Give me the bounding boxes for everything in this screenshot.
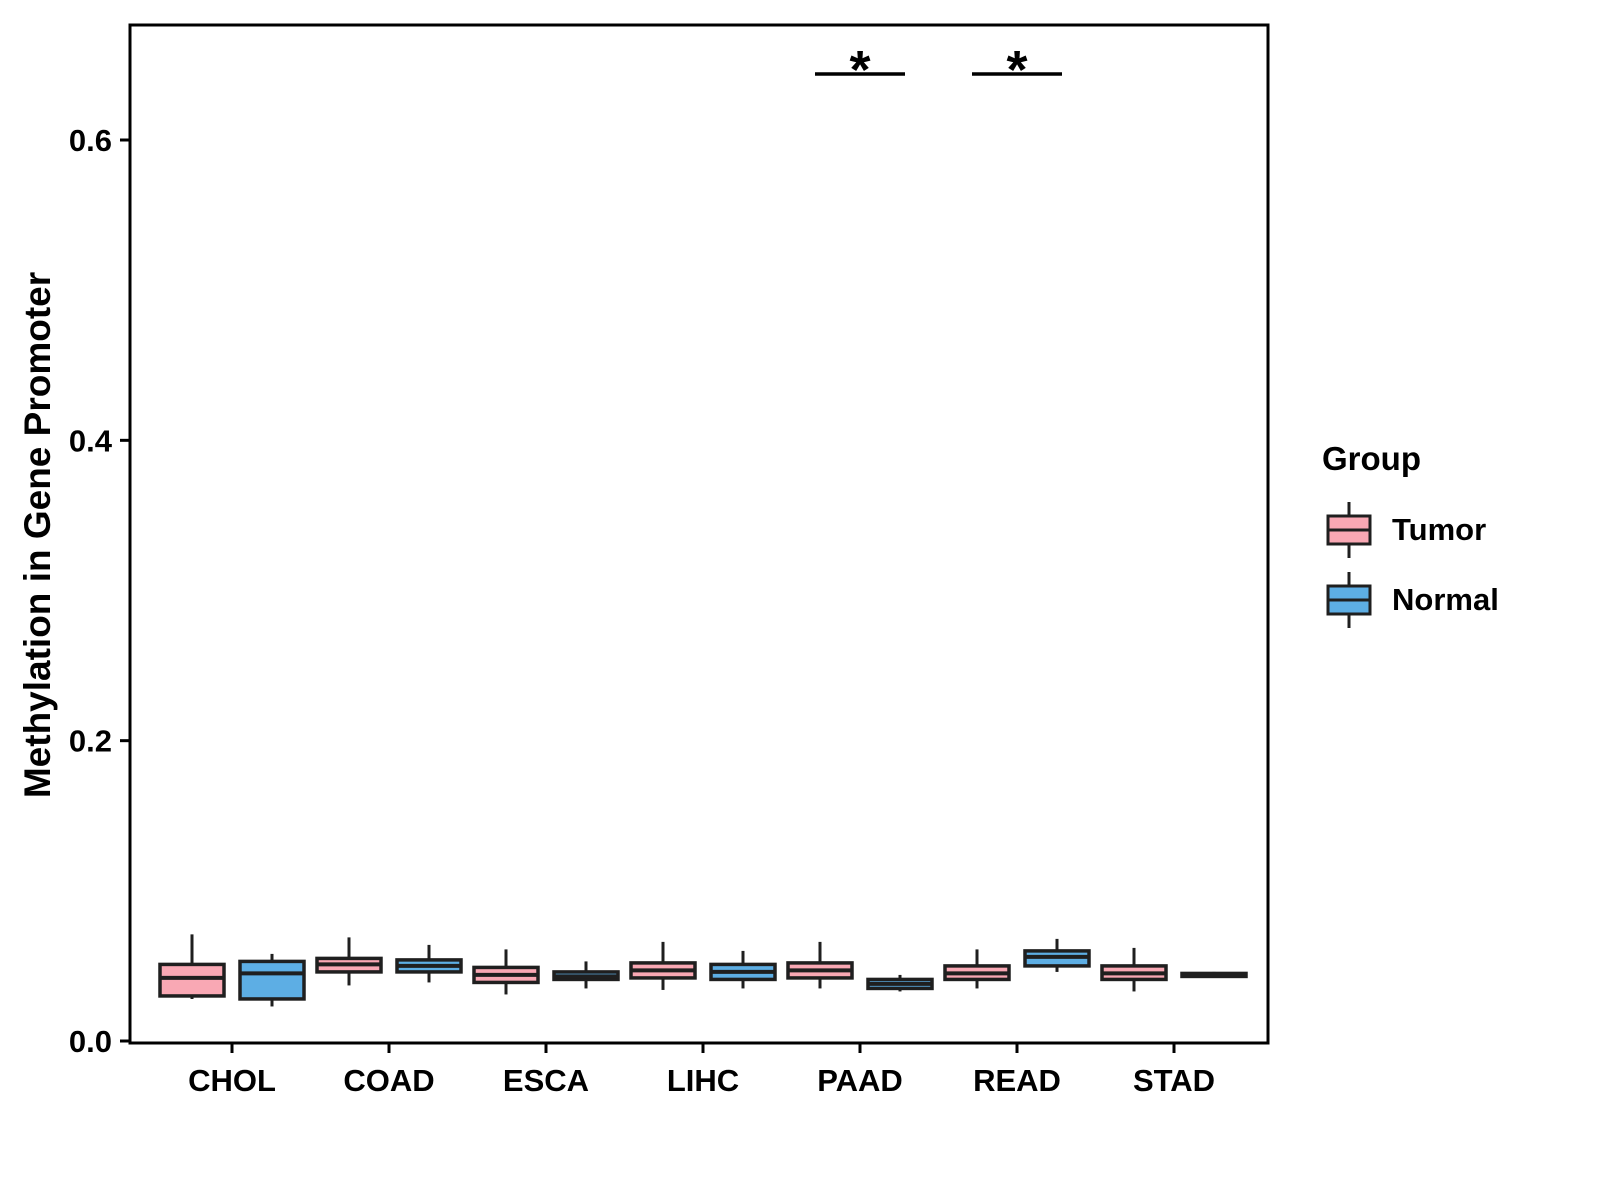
legend-label-normal: Normal (1392, 582, 1499, 617)
legend-title: Group (1322, 440, 1421, 477)
boxplot-tumor-coad (315, 937, 383, 986)
boxplot-tumor-read (943, 949, 1011, 989)
boxplot-normal-paad (866, 974, 934, 992)
legend: Group Tumor Normal (1322, 440, 1499, 638)
x-tick-label-coad: COAD (343, 1063, 434, 1098)
significance-star-paad: * (849, 40, 870, 100)
boxplot-normal-chol (238, 953, 306, 1007)
iqr-box (158, 962, 226, 998)
boxplot-normal-coad (395, 944, 463, 983)
boxplot-tumor-chol (158, 934, 226, 999)
y-tick-label: 0.2 (69, 724, 112, 759)
x-tick-label-paad: PAAD (817, 1063, 903, 1098)
x-tick-label-lihc: LIHC (667, 1063, 739, 1098)
panel-border (128, 23, 1270, 1045)
normal-boxplot-key-icon (1326, 572, 1372, 628)
boxplot-tumor-stad (1100, 947, 1168, 992)
tumor-boxplot-key-icon (1326, 502, 1372, 558)
boxplot-normal-stad (1180, 971, 1248, 979)
y-axis-title: Methylation in Gene Promoter (17, 271, 58, 799)
y-tick-label: 0.0 (69, 1024, 112, 1059)
y-tick-label: 0.4 (69, 423, 113, 458)
legend-entry-normal: Normal (1322, 568, 1499, 632)
iqr-box (238, 959, 306, 1001)
boxplot-normal-lihc (709, 950, 777, 989)
legend-entry-tumor: Tumor (1322, 498, 1499, 562)
boxplot-normal-esca (552, 961, 620, 989)
boxplot-normal-read (1023, 938, 1091, 972)
x-tick-label-esca: ESCA (503, 1063, 589, 1098)
boxplot-tumor-esca (472, 949, 540, 995)
boxplot-tumor-lihc (629, 941, 697, 990)
y-tick-label: 0.6 (69, 123, 112, 158)
x-tick-label-chol: CHOL (188, 1063, 276, 1098)
x-tick-label-read: READ (973, 1063, 1061, 1098)
significance-star-read: * (1006, 40, 1027, 100)
x-tick-label-stad: STAD (1133, 1063, 1215, 1098)
legend-label-tumor: Tumor (1392, 512, 1487, 547)
boxplot-tumor-paad (786, 941, 854, 989)
